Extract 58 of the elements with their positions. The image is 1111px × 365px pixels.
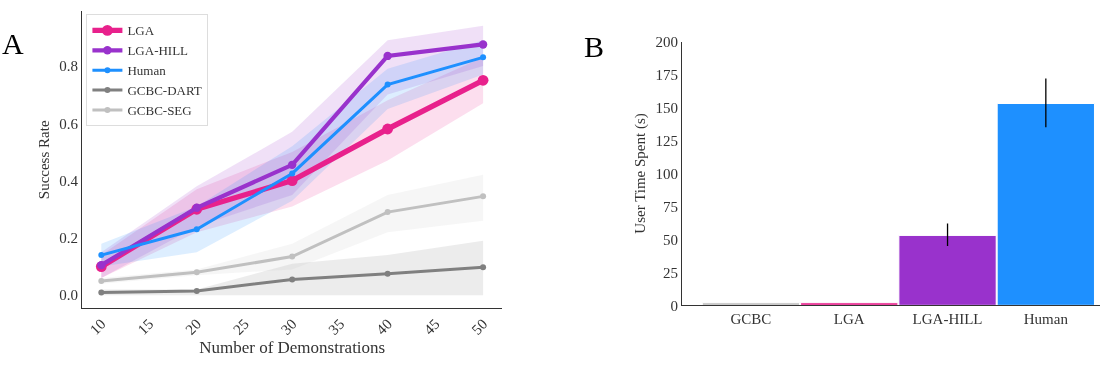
x-tick-label: 30 [277, 315, 300, 338]
y-axis-title: Success Rate [35, 120, 52, 200]
y-tick-label: 200 [655, 33, 679, 50]
x-tick-label: 20 [182, 315, 205, 338]
legend-label: LGA [127, 23, 155, 39]
y-tick-label: 0.8 [59, 58, 79, 75]
x-tick-label: 50 [468, 315, 491, 338]
text: A [2, 27, 24, 60]
point [98, 252, 105, 259]
point [382, 123, 394, 135]
chart-title: B [584, 30, 605, 63]
point [480, 193, 487, 200]
point [480, 264, 487, 271]
point [383, 51, 392, 61]
point [98, 277, 105, 284]
point [286, 175, 298, 186]
x-tick-label: GCBC [730, 311, 772, 328]
point [289, 276, 296, 283]
point [477, 74, 489, 86]
legend-label: Human [127, 63, 167, 79]
x-tick-label: 10 [86, 315, 109, 338]
x-tick-label: 40 [373, 315, 396, 338]
point [98, 289, 105, 296]
legend-label: LGA-HILL [127, 43, 189, 59]
x-tick-label: LGA [833, 311, 865, 328]
y-tick-label: 0.4 [59, 172, 79, 189]
y-tick-label: 150 [655, 99, 679, 116]
x-tick-label: LGA-HILL [912, 311, 983, 328]
y-tick-label: 100 [655, 165, 679, 182]
x-tick-label: Human [1023, 311, 1069, 328]
y-tick-label: 25 [663, 264, 679, 281]
point [288, 160, 297, 170]
point [193, 287, 200, 294]
point [193, 269, 200, 276]
y-tick-label: 50 [663, 231, 679, 248]
x-tick-label: 25 [229, 315, 252, 338]
legend-label: GCBC-SEG [127, 103, 192, 119]
y-tick-label: 125 [655, 132, 679, 149]
x-tick-label: 15 [134, 315, 157, 338]
x-axis-title: Number of Demonstrations [199, 338, 386, 358]
point [384, 270, 391, 277]
point [384, 81, 391, 88]
y-axis-title: User Time Spent (s) [631, 113, 649, 234]
y-tick-label: 75 [663, 198, 679, 215]
x-tick-label: 35 [325, 315, 348, 338]
point [193, 226, 200, 233]
x-tick-label: 45 [420, 315, 443, 338]
y-tick-label: 0 [670, 297, 679, 314]
y-tick-label: 0.0 [59, 287, 79, 304]
point [289, 253, 296, 260]
point [289, 170, 296, 177]
y-tick-label: 0.6 [59, 115, 79, 132]
point [478, 40, 488, 49]
point [480, 54, 487, 61]
legend-label: GCBC-DART [127, 83, 202, 99]
point [384, 209, 391, 216]
y-tick-label: 0.2 [59, 230, 79, 247]
y-tick-label: 175 [655, 66, 679, 83]
